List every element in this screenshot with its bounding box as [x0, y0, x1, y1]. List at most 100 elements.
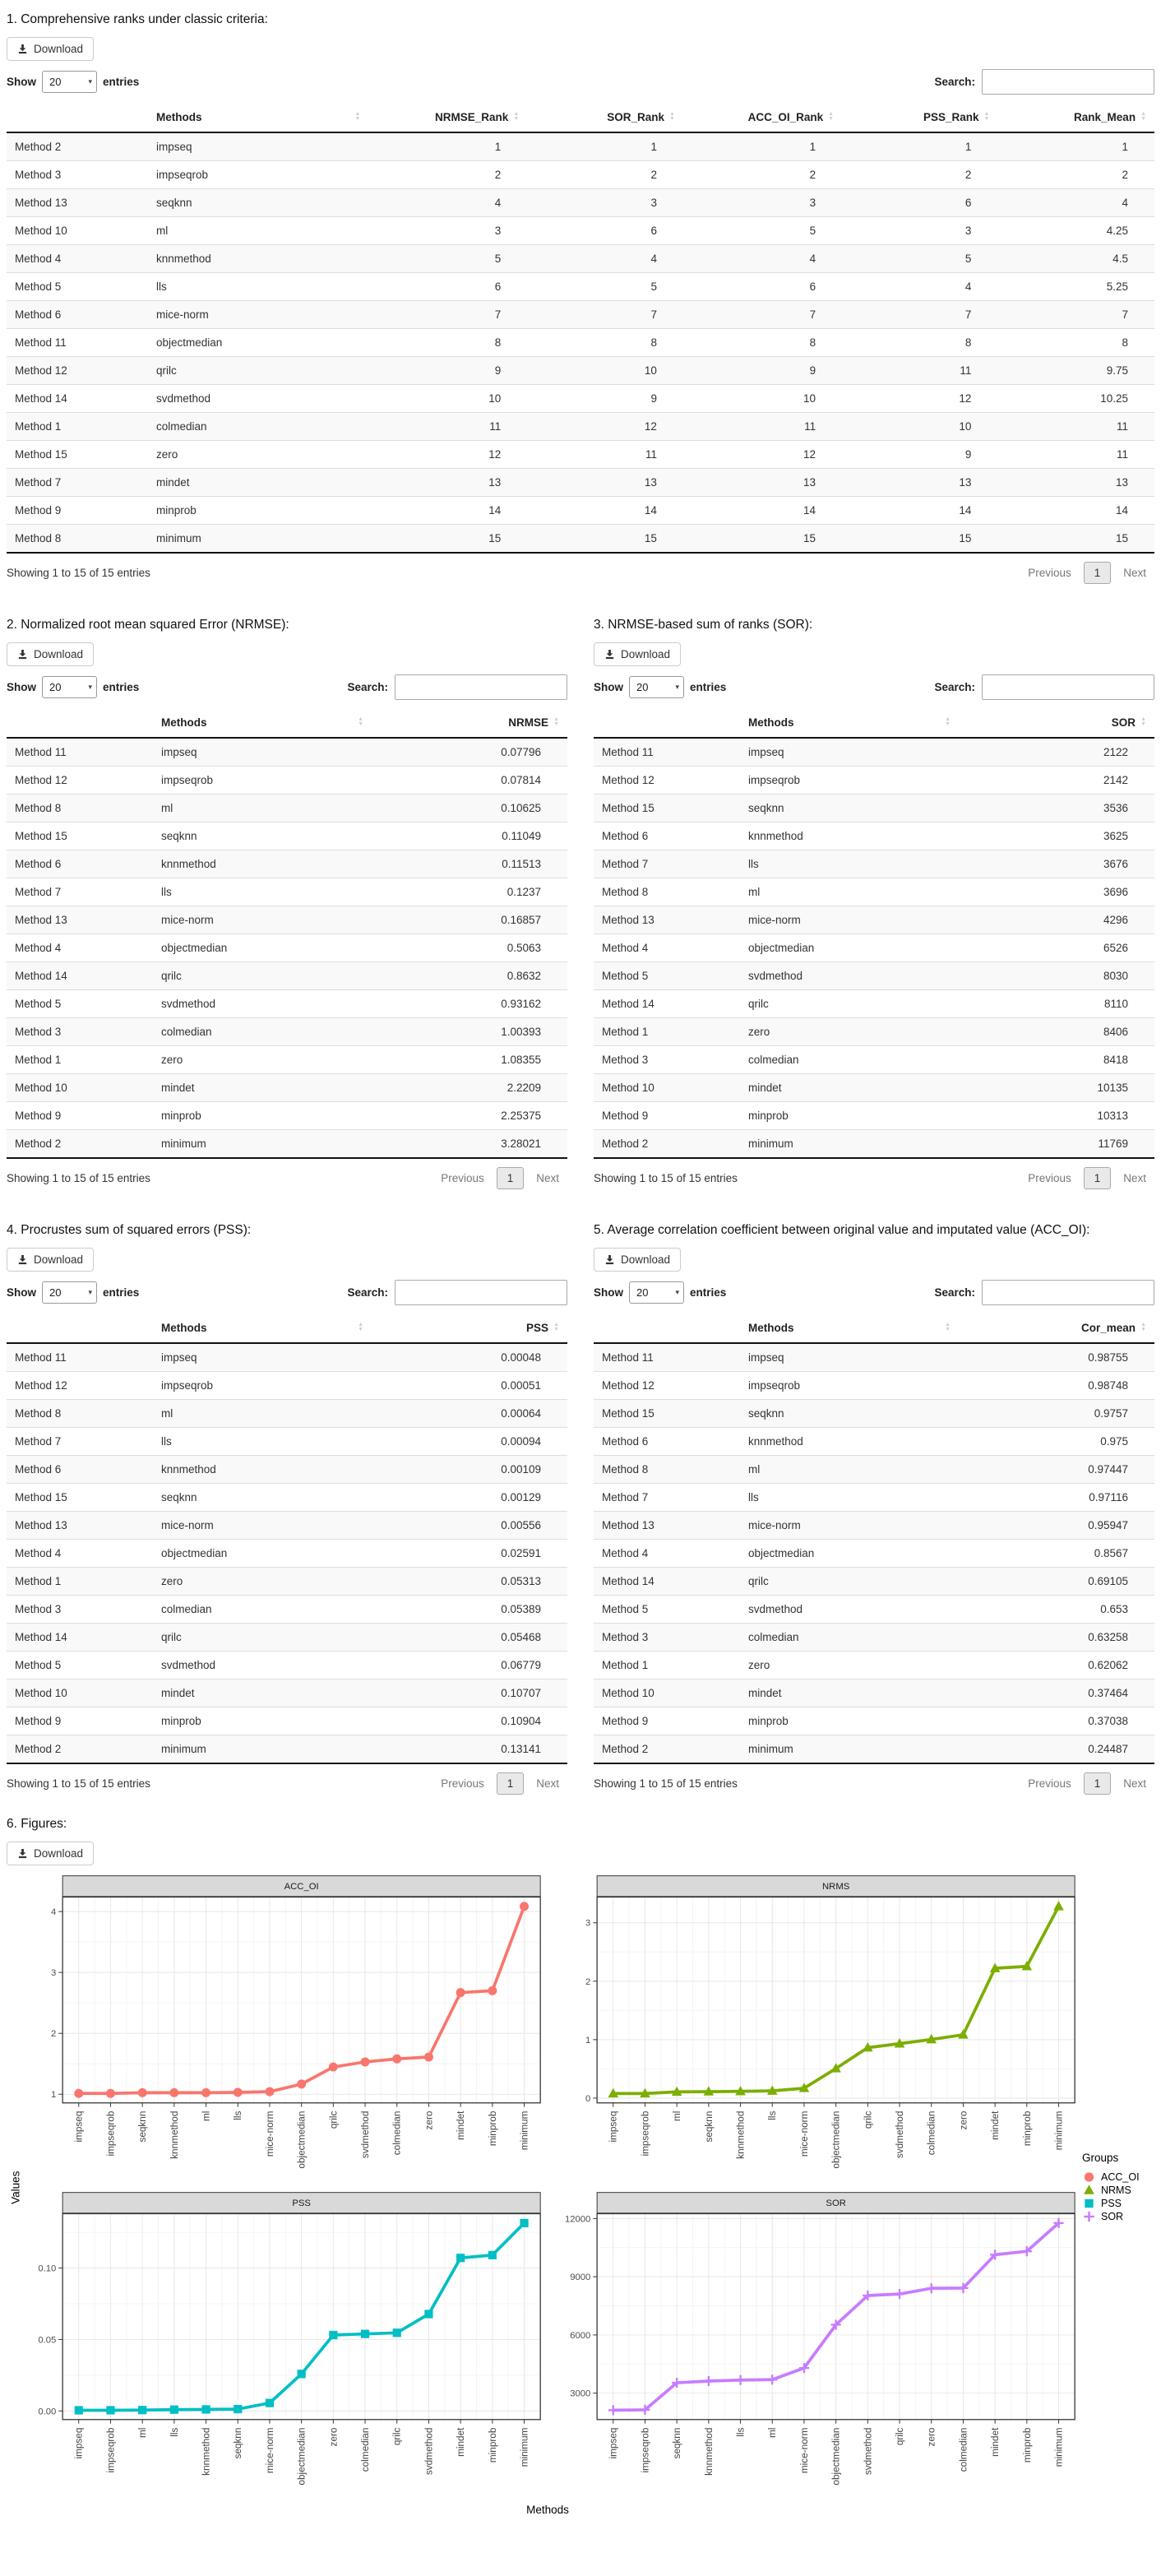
- download-button[interactable]: Download: [7, 1247, 95, 1272]
- cell-method: impseqrob: [748, 1378, 801, 1392]
- svg-text:knnmethod: knnmethod: [201, 2427, 211, 2475]
- column-header-nrmse-rank[interactable]: NRMSE_Rank ▲ ▼: [368, 102, 528, 133]
- column-header-methods[interactable]: Methods ▲ ▼: [153, 1313, 372, 1344]
- search-input[interactable]: [395, 1279, 567, 1305]
- sort-icon: ▲ ▼: [983, 111, 990, 123]
- entries-select[interactable]: 20 ▾: [629, 675, 684, 698]
- cell-method: lls: [161, 885, 172, 898]
- cell-method: minimum: [161, 1137, 206, 1150]
- column-header-sor-rank[interactable]: SOR_Rank ▲ ▼: [527, 102, 683, 133]
- table-row: Method 1 zero 0.62062: [594, 1651, 1154, 1679]
- cell-value: 4: [809, 252, 816, 265]
- entries-select-value: 20: [636, 1286, 649, 1299]
- download-button[interactable]: Download: [594, 642, 682, 666]
- pagination-page-1[interactable]: 1: [496, 1772, 525, 1795]
- table-row: Method 9 minprob 2.25375: [7, 1101, 567, 1129]
- cell-value: 11: [1116, 419, 1128, 433]
- column-header-rank-mean[interactable]: Rank_Mean ▲ ▼: [997, 102, 1154, 133]
- search-input[interactable]: [982, 1279, 1154, 1305]
- pagination-page-1[interactable]: 1: [1083, 561, 1112, 584]
- pagination-previous[interactable]: Previous: [1028, 566, 1071, 579]
- download-button[interactable]: Download: [7, 642, 95, 666]
- pagination-next[interactable]: Next: [1123, 1777, 1146, 1790]
- legend-label: SOR: [1101, 2211, 1124, 2223]
- column-header-methods[interactable]: Methods ▲ ▼: [153, 707, 372, 739]
- legend-label: NRMS: [1101, 2185, 1131, 2197]
- column-header-methods[interactable]: Methods ▲ ▼: [740, 707, 959, 739]
- cell-value: 3.28021: [501, 1137, 541, 1150]
- row-label: Method 14: [602, 997, 655, 1010]
- cell-value: 8030: [1103, 969, 1128, 982]
- table-row: Method 15 seqknn 0.9757: [594, 1399, 1154, 1428]
- cell-method: knnmethod: [748, 1434, 803, 1448]
- svg-text:qrilc: qrilc: [863, 2110, 873, 2129]
- cell-method: lls: [161, 1434, 172, 1448]
- table-footer: Showing 1 to 15 of 15 entries Previous 1…: [7, 554, 1154, 587]
- pagination-page-1[interactable]: 1: [1083, 1166, 1112, 1189]
- column-header-methods[interactable]: Methods ▲ ▼: [740, 1313, 959, 1344]
- pagination-next[interactable]: Next: [536, 1777, 559, 1790]
- pagination-page-1[interactable]: 1: [1083, 1772, 1112, 1795]
- cell-method: svdmethod: [748, 1602, 803, 1615]
- svg-text:PSS: PSS: [292, 2198, 311, 2208]
- pagination-next[interactable]: Next: [536, 1171, 559, 1184]
- table-row: Method 8 minimum 15 15 15 15 15: [7, 524, 1154, 553]
- column-header-acc-oi-rank[interactable]: ACC_OI_Rank ▲ ▼: [682, 102, 843, 133]
- figure-area: Values ACC_OI 1 2 3 4 impseq impseqrob seqknn kn…: [7, 1874, 1154, 2500]
- column-header-methods[interactable]: Methods ▲ ▼: [147, 102, 369, 133]
- column-header-pss-rank[interactable]: PSS_Rank ▲ ▼: [842, 102, 998, 133]
- row-label: Method 8: [15, 531, 62, 544]
- search-input[interactable]: [982, 674, 1154, 700]
- entries-select[interactable]: 20 ▾: [42, 1281, 97, 1304]
- show-entries-control: Show 20 ▾ entries: [594, 675, 726, 698]
- cell-value: 15: [488, 531, 502, 544]
- column-header-sor[interactable]: SOR ▲ ▼: [959, 707, 1154, 739]
- download-button[interactable]: Download: [7, 36, 95, 61]
- column-header-pss[interactable]: PSS ▲ ▼: [372, 1313, 567, 1344]
- download-button[interactable]: Download: [7, 1841, 95, 1865]
- cell-method: ml: [155, 224, 169, 237]
- entries-select[interactable]: 20 ▾: [42, 675, 97, 698]
- sort-icon: ▲ ▼: [553, 1322, 559, 1333]
- cell-value: 10135: [1097, 1081, 1128, 1094]
- pagination-previous[interactable]: Previous: [1028, 1777, 1071, 1790]
- entries-select[interactable]: 20 ▾: [629, 1281, 684, 1304]
- cell-value: 9.75: [1106, 364, 1128, 377]
- table-row: Method 14 qrilc 0.8632: [7, 961, 567, 990]
- pagination-page-1[interactable]: 1: [496, 1166, 525, 1189]
- pagination-previous[interactable]: Previous: [1028, 1171, 1071, 1184]
- row-label: Method 6: [15, 857, 62, 870]
- download-button[interactable]: Download: [594, 1247, 682, 1272]
- pagination: Previous 1 Next: [432, 1772, 567, 1795]
- pagination-next[interactable]: Next: [1123, 566, 1146, 579]
- cell-value: 0.10904: [501, 1714, 541, 1727]
- table-controls: Show 20 ▾ entries Search:: [7, 1279, 567, 1305]
- cell-method: objectmedian: [748, 941, 815, 954]
- row-label: Method 14: [15, 391, 67, 405]
- table-info: Showing 1 to 15 of 15 entries: [594, 1777, 738, 1790]
- entries-select[interactable]: 20 ▾: [42, 70, 97, 93]
- figures-section: 6. Figures: Download Values ACC_OI 1 2 3 4 im…: [7, 1816, 1154, 2516]
- download-icon: [604, 1254, 615, 1265]
- search-input[interactable]: [982, 68, 1154, 95]
- table-row: Method 2 impseq 1 1 1 1 1: [7, 132, 1154, 161]
- cell-method: objectmedian: [748, 1546, 815, 1559]
- search-control: Search:: [934, 674, 1154, 700]
- search-label: Search:: [934, 680, 975, 693]
- pagination-previous[interactable]: Previous: [441, 1171, 484, 1184]
- pagination-previous[interactable]: Previous: [441, 1777, 484, 1790]
- svg-text:objectmedian: objectmedian: [297, 2110, 308, 2168]
- column-header-cor-mean[interactable]: Cor_mean ▲ ▼: [959, 1313, 1154, 1344]
- cell-method: zero: [748, 1658, 770, 1671]
- cell-method: impseq: [155, 140, 192, 153]
- sort-icon: ▲ ▼: [1140, 1322, 1146, 1333]
- cell-value: 13: [959, 475, 972, 489]
- table-row: Method 3 colmedian 1.00393: [7, 1017, 567, 1046]
- sort-icon: ▲ ▼: [354, 111, 361, 123]
- cell-value: 0.00048: [501, 1351, 541, 1364]
- pagination-next[interactable]: Next: [1123, 1171, 1146, 1184]
- search-input[interactable]: [395, 674, 567, 700]
- column-header-nrmse[interactable]: NRMSE ▲ ▼: [372, 707, 567, 739]
- cell-method: objectmedian: [161, 1546, 228, 1559]
- table-row: Method 13 mice-norm 0.00556: [7, 1511, 567, 1540]
